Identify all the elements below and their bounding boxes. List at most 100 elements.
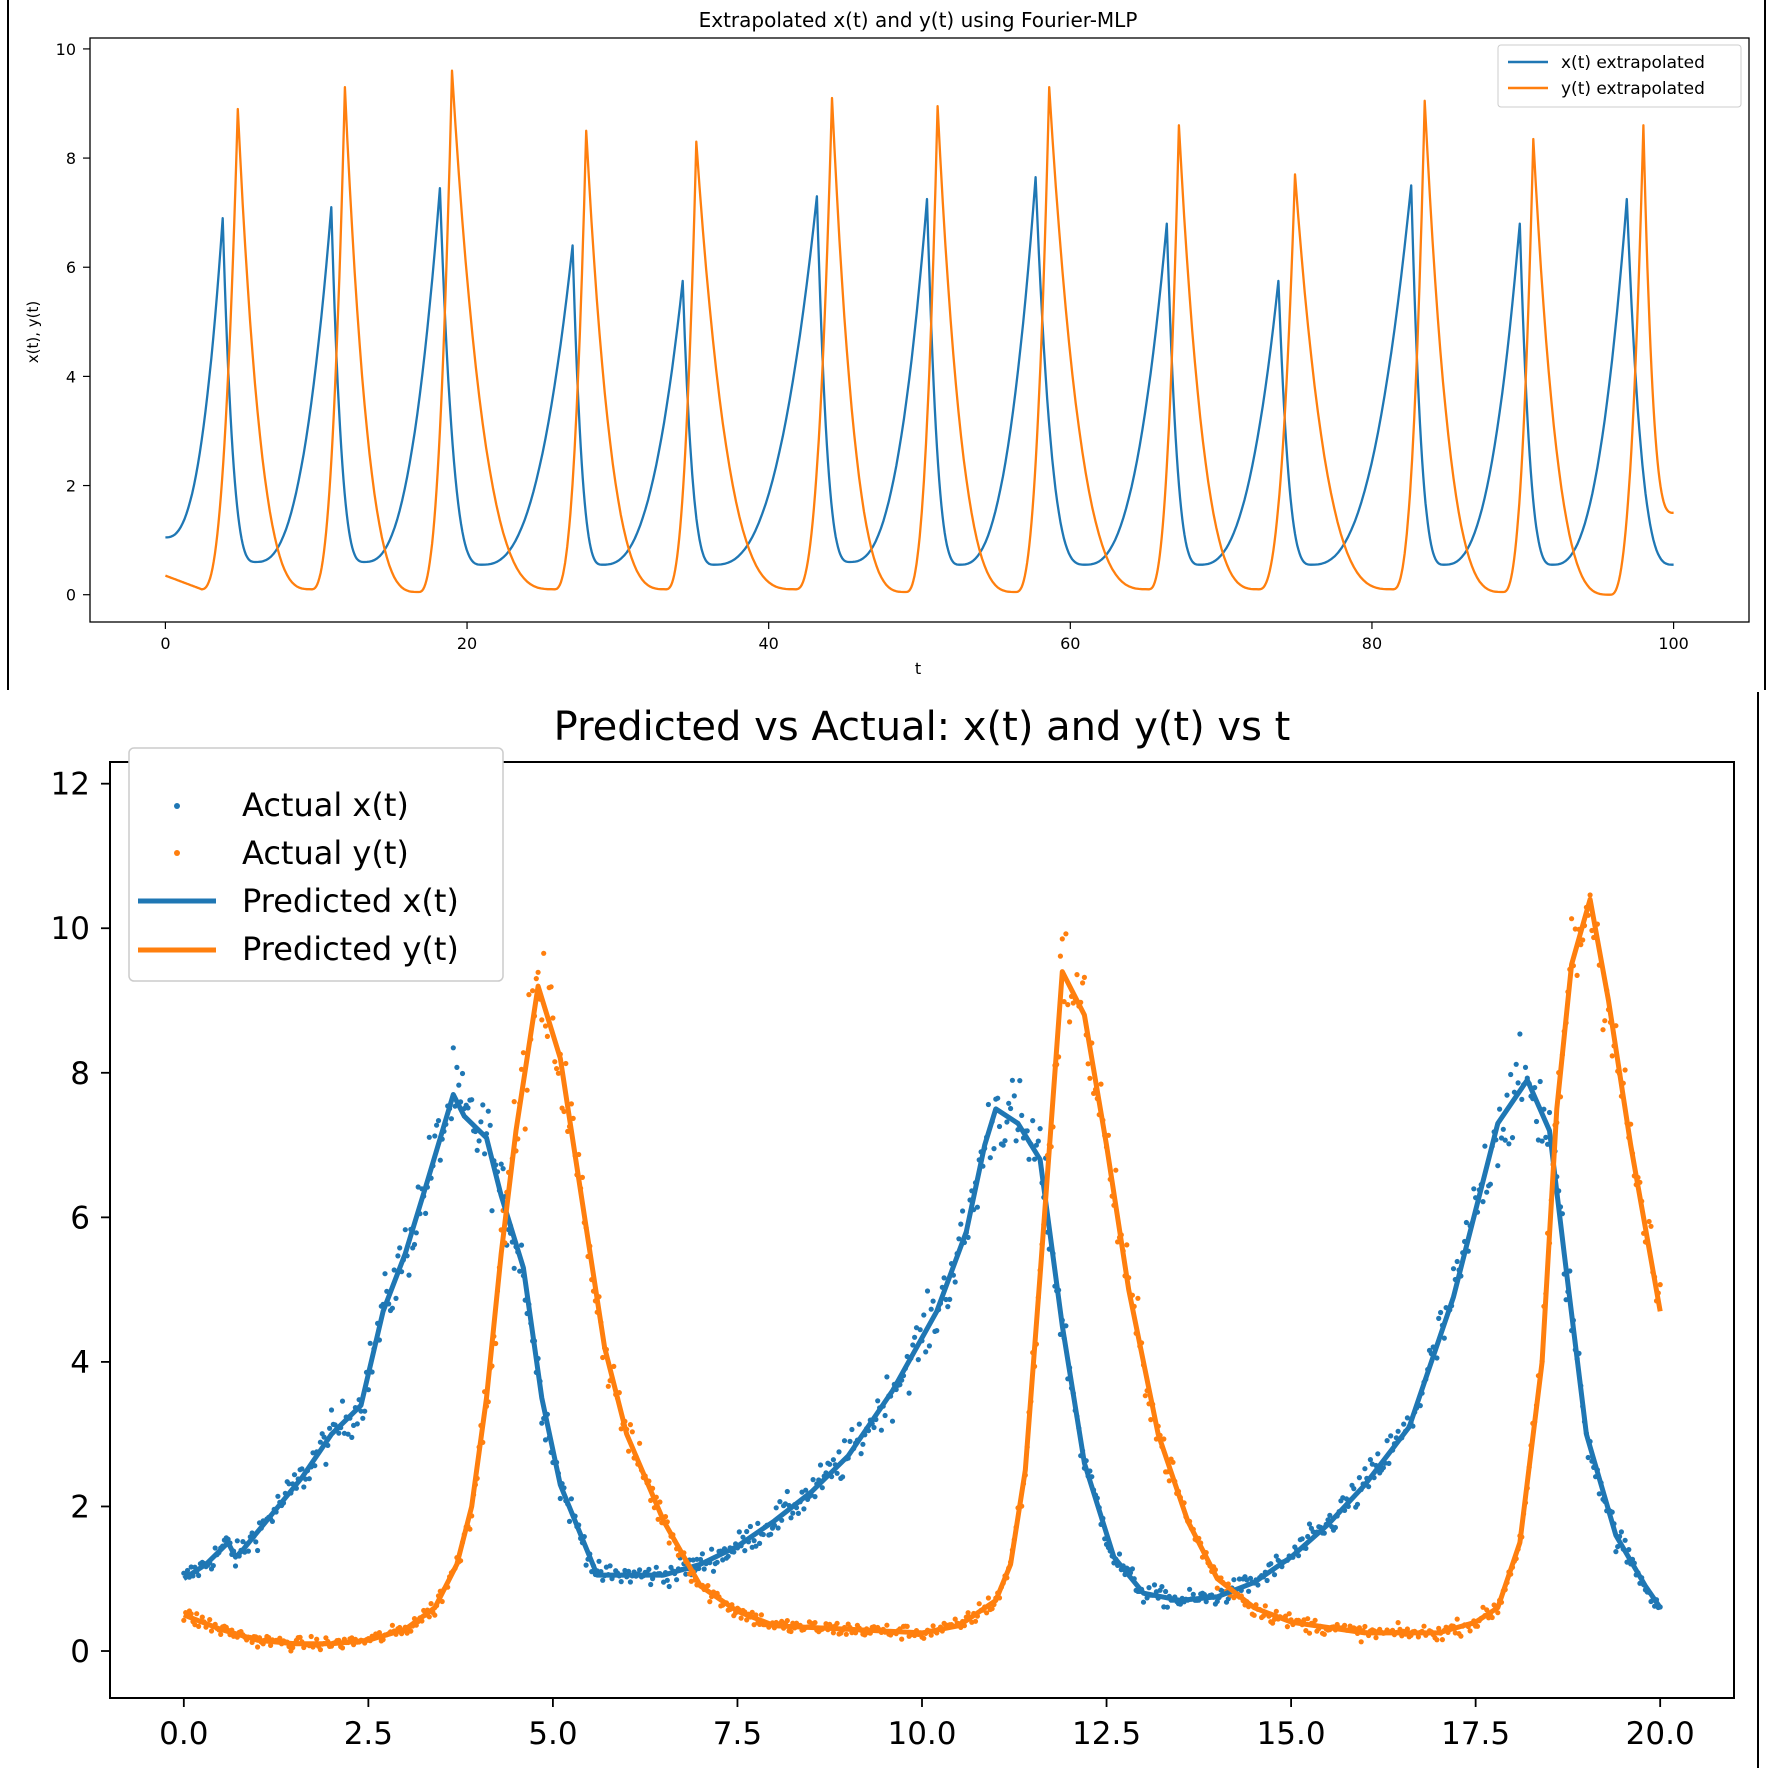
actual-x-point <box>810 1477 816 1483</box>
chart2-x-tick-label: 0.0 <box>159 1716 208 1752</box>
actual-x-point <box>1480 1199 1486 1205</box>
actual-x-point <box>1354 1501 1361 1507</box>
actual-y-point <box>544 1033 551 1039</box>
actual-y-point <box>1070 1000 1076 1006</box>
actual-y-point <box>1170 1459 1176 1465</box>
actual-x-point <box>1351 1486 1357 1492</box>
actual-x-point <box>1247 1575 1254 1581</box>
actual-x-point <box>1395 1428 1401 1434</box>
actual-y-point <box>1124 1242 1130 1248</box>
actual-x-point <box>1214 1598 1220 1604</box>
actual-y-point <box>530 988 536 994</box>
actual-x-point <box>1504 1092 1510 1098</box>
actual-x-point <box>600 1577 606 1583</box>
actual-x-point <box>1502 1137 1508 1143</box>
actual-y-point <box>1303 1628 1309 1634</box>
chart2-y-tick-label: 8 <box>70 1056 90 1092</box>
actual-x-point <box>1522 1064 1529 1070</box>
actual-x-point <box>1236 1576 1242 1582</box>
actual-y-point <box>1574 972 1580 979</box>
chart2-x-tick-label: 20.0 <box>1626 1716 1695 1752</box>
actual-x-point <box>1404 1415 1410 1421</box>
actual-x-point <box>321 1434 327 1440</box>
actual-x-point <box>1436 1315 1442 1321</box>
actual-x-point <box>317 1439 323 1445</box>
actual-x-point <box>871 1424 877 1431</box>
actual-x-point <box>819 1485 825 1491</box>
actual-x-point <box>1002 1138 1008 1144</box>
legend-label-actual-x: Actual x(t) <box>242 786 409 824</box>
actual-x-point <box>991 1146 997 1152</box>
actual-x-point <box>817 1462 824 1468</box>
actual-y-point <box>605 1383 611 1389</box>
actual-x-point <box>847 1438 853 1444</box>
actual-x-point <box>406 1272 412 1278</box>
actual-y-point <box>784 1618 790 1624</box>
actual-y-point <box>432 1612 438 1618</box>
actual-x-point <box>666 1583 672 1590</box>
actual-y-point <box>1657 1282 1663 1288</box>
actual-x-point <box>714 1559 720 1565</box>
actual-x-point <box>1035 1138 1041 1144</box>
chart1-y-tick-label: 0 <box>66 586 76 605</box>
chart2-x-tick-label: 17.5 <box>1441 1716 1510 1752</box>
actual-x-point <box>884 1374 890 1380</box>
actual-y-point <box>1321 1631 1327 1637</box>
actual-x-point <box>1539 1138 1545 1144</box>
chart1-xlabel: t <box>915 659 921 678</box>
actual-x-point <box>291 1472 298 1478</box>
actual-x-point <box>1116 1551 1123 1557</box>
actual-x-point <box>511 1265 517 1271</box>
actual-x-point <box>674 1577 680 1583</box>
actual-x-point <box>212 1545 218 1551</box>
actual-x-point <box>755 1520 761 1526</box>
chart1-title: Extrapolated x(t) and y(t) using Fourier… <box>699 8 1138 32</box>
actual-x-point <box>596 1558 602 1564</box>
actual-x-point <box>841 1438 848 1444</box>
actual-y-point <box>749 1609 755 1615</box>
legend-marker-actual-y <box>174 850 180 856</box>
actual-x-point <box>1362 1466 1368 1472</box>
actual-y-point <box>314 1636 320 1642</box>
actual-x-point <box>1033 1142 1039 1148</box>
actual-x-point <box>413 1230 419 1236</box>
actual-x-point <box>1375 1451 1381 1457</box>
predicted-vs-actual-chart: Predicted vs Actual: x(t) and y(t) vs t … <box>51 692 1759 1768</box>
actual-y-point <box>207 1617 213 1623</box>
actual-x-point <box>482 1151 488 1157</box>
actual-y-point <box>952 1616 958 1622</box>
actual-y-point <box>1404 1626 1410 1632</box>
actual-x-point <box>323 1461 329 1467</box>
actual-x-point <box>788 1515 794 1521</box>
actual-x-point <box>395 1253 401 1259</box>
actual-x-point <box>437 1157 443 1163</box>
actual-x-point <box>725 1553 731 1559</box>
actual-y-point <box>976 1601 982 1607</box>
actual-y-point <box>1436 1625 1442 1631</box>
actual-x-point <box>1177 1601 1183 1607</box>
actual-x-point <box>539 1420 545 1426</box>
actual-y-point <box>989 1606 995 1612</box>
actual-x-point <box>1497 1106 1503 1112</box>
actual-x-scatter <box>181 1031 1663 1611</box>
series-line-predicted-y <box>182 896 1663 1647</box>
actual-y-point <box>972 1618 979 1624</box>
actual-x-point <box>1618 1529 1624 1535</box>
actual-y-point <box>297 1634 303 1640</box>
actual-x-point <box>1509 1135 1516 1141</box>
actual-x-point <box>1482 1143 1488 1149</box>
actual-x-point <box>827 1461 833 1467</box>
actual-x-point <box>915 1357 921 1363</box>
actual-x-point <box>517 1268 523 1274</box>
actual-x-point <box>1484 1189 1490 1195</box>
actual-x-point <box>709 1546 715 1552</box>
actual-x-point <box>1017 1078 1023 1084</box>
actual-x-point <box>923 1349 929 1355</box>
actual-y-point <box>1454 1616 1460 1622</box>
actual-x-point <box>926 1343 933 1349</box>
actual-x-point <box>1487 1181 1493 1187</box>
actual-x-point <box>768 1531 774 1537</box>
actual-y-point <box>1602 1018 1608 1024</box>
actual-y-point <box>600 1354 606 1361</box>
actual-x-point <box>269 1518 275 1524</box>
